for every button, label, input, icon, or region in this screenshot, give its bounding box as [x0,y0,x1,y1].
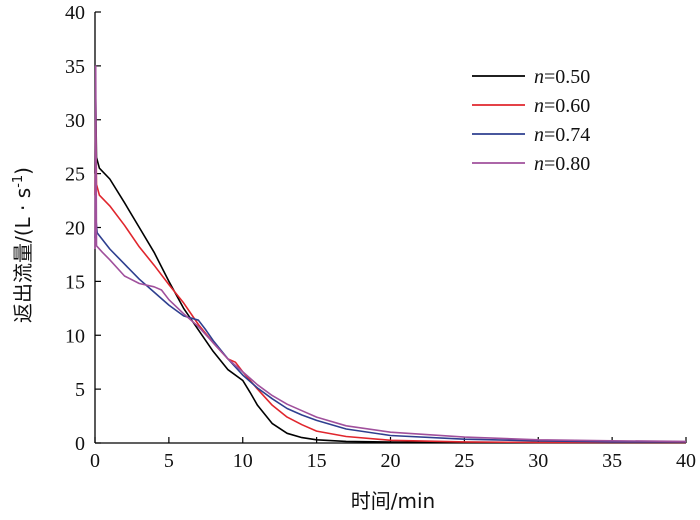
y-tick-label: 25 [65,164,85,186]
series-line-0 [94,97,686,444]
legend-label-1: n=0.60 [534,95,590,117]
y-tick-label: 35 [65,56,85,78]
y-axis-label-main: 返出流量/(L · s [11,188,35,323]
legend-value: =0.74 [544,124,590,146]
y-tick-label: 40 [65,2,85,24]
legend-label-2: n=0.74 [534,124,590,146]
axes: 0 5 10 15 20 25 30 35 40 0 5 10 15 20 25 30 35 40 [65,2,696,472]
legend-label-3: n=0.80 [534,153,590,175]
legend-var: n [534,95,544,117]
y-tick-label: 20 [65,218,85,240]
x-tick-label: 35 [602,450,622,472]
x-tick-label: 5 [164,450,174,472]
series-line-2 [94,215,686,443]
series-layer [94,65,687,444]
y-tick-label: 30 [65,110,85,132]
y-axis-label-sup: -1 [11,175,26,188]
y-axis-label-close: ) [11,167,35,175]
legend: n=0.50n=0.60n=0.74n=0.80 [472,66,590,175]
legend-value: =0.80 [544,153,590,175]
x-tick-label: 15 [307,450,327,472]
y-tick-label: 10 [65,325,85,347]
legend-label-0: n=0.50 [534,66,590,88]
legend-var: n [534,153,544,175]
x-tick-label: 30 [528,450,548,472]
x-tick-label: 0 [90,450,100,472]
series-line-3 [94,65,687,443]
legend-var: n [534,66,544,88]
series-line-1 [94,119,686,444]
y-tick-label: 15 [65,271,85,293]
legend-var: n [534,124,544,146]
y-tick-label: 5 [75,379,85,401]
y-tick-label: 0 [75,433,85,455]
legend-value: =0.50 [544,66,590,88]
x-tick-label: 10 [233,450,253,472]
x-tick-label: 40 [676,450,696,472]
x-tick-label: 25 [454,450,474,472]
legend-value: =0.60 [544,95,590,117]
y-axis-label: 返出流量/(L · s-1) [11,167,35,323]
x-tick-label: 20 [381,450,401,472]
x-axis-label: 时间/min [351,489,435,513]
